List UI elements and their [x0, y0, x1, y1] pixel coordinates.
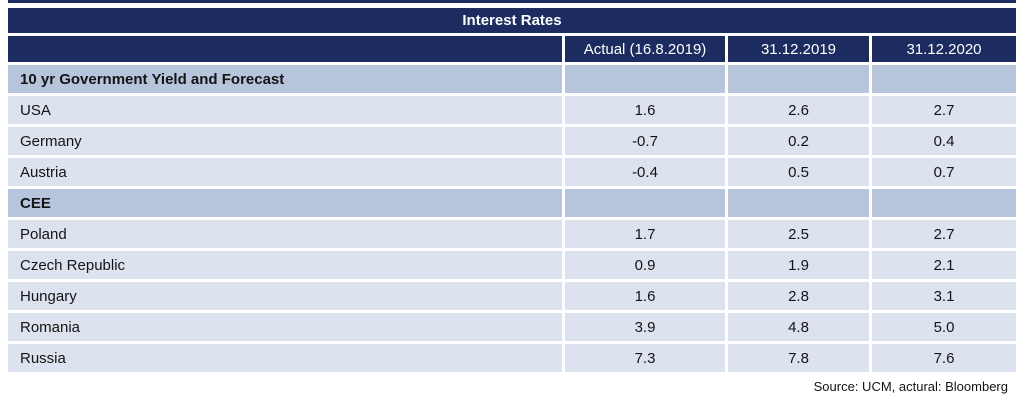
table-body: 10 yr Government Yield and Forecast USA 1.…: [8, 65, 1016, 372]
table-row: Hungary 1.6 2.8 3.1: [8, 282, 1016, 310]
source-note: Source: UCM, actural: Bloomberg: [813, 379, 1008, 394]
row-value: 3.9: [565, 313, 725, 341]
column-header-actual: Actual (16.8.2019): [565, 36, 725, 62]
row-label: Poland: [8, 220, 562, 248]
row-value: 1.6: [565, 96, 725, 124]
row-value: 2.7: [872, 96, 1016, 124]
table-row: Austria -0.4 0.5 0.7: [8, 158, 1016, 186]
row-value: 3.1: [872, 282, 1016, 310]
column-header-2019: 31.12.2019: [728, 36, 869, 62]
row-value: 2.7: [872, 220, 1016, 248]
row-label: Czech Republic: [8, 251, 562, 279]
row-value: -0.7: [565, 127, 725, 155]
row-value: 1.7: [565, 220, 725, 248]
row-value: [565, 189, 725, 217]
table-title: Interest Rates: [462, 12, 562, 29]
table-row: 10 yr Government Yield and Forecast: [8, 65, 1016, 93]
row-value: 7.6: [872, 344, 1016, 372]
row-value: 0.9: [565, 251, 725, 279]
row-value: 2.5: [728, 220, 869, 248]
table-title-bar: Interest Rates: [8, 8, 1016, 33]
row-label: Austria: [8, 158, 562, 186]
row-value: [872, 65, 1016, 93]
interest-rates-table: Interest Rates Actual (16.8.2019) 31.12.…: [8, 0, 1016, 372]
table-row: Czech Republic 0.9 1.9 2.1: [8, 251, 1016, 279]
row-label: 10 yr Government Yield and Forecast: [8, 65, 562, 93]
row-value: 7.8: [728, 344, 869, 372]
row-value: 0.5: [728, 158, 869, 186]
row-value: [728, 189, 869, 217]
row-value: 4.8: [728, 313, 869, 341]
row-label: Russia: [8, 344, 562, 372]
row-value: [872, 189, 1016, 217]
row-value: 2.1: [872, 251, 1016, 279]
table-row: Poland 1.7 2.5 2.7: [8, 220, 1016, 248]
row-value: 5.0: [872, 313, 1016, 341]
row-value: 0.4: [872, 127, 1016, 155]
top-rule: [8, 0, 1016, 3]
row-value: 0.7: [872, 158, 1016, 186]
row-value: 0.2: [728, 127, 869, 155]
table-header-row: Actual (16.8.2019) 31.12.2019 31.12.2020: [8, 36, 1016, 62]
column-header-label: [8, 36, 562, 62]
row-label: CEE: [8, 189, 562, 217]
row-label: USA: [8, 96, 562, 124]
table-row: CEE: [8, 189, 1016, 217]
row-label: Romania: [8, 313, 562, 341]
row-value: 1.6: [565, 282, 725, 310]
row-value: 7.3: [565, 344, 725, 372]
row-value: [565, 65, 725, 93]
table-row: Germany -0.7 0.2 0.4: [8, 127, 1016, 155]
table-row: USA 1.6 2.6 2.7: [8, 96, 1016, 124]
row-value: 2.8: [728, 282, 869, 310]
table-row: Russia 7.3 7.8 7.6: [8, 344, 1016, 372]
row-value: [728, 65, 869, 93]
row-label: Germany: [8, 127, 562, 155]
row-label: Hungary: [8, 282, 562, 310]
column-header-2020: 31.12.2020: [872, 36, 1016, 62]
row-value: -0.4: [565, 158, 725, 186]
row-value: 2.6: [728, 96, 869, 124]
table-row: Romania 3.9 4.8 5.0: [8, 313, 1016, 341]
row-value: 1.9: [728, 251, 869, 279]
